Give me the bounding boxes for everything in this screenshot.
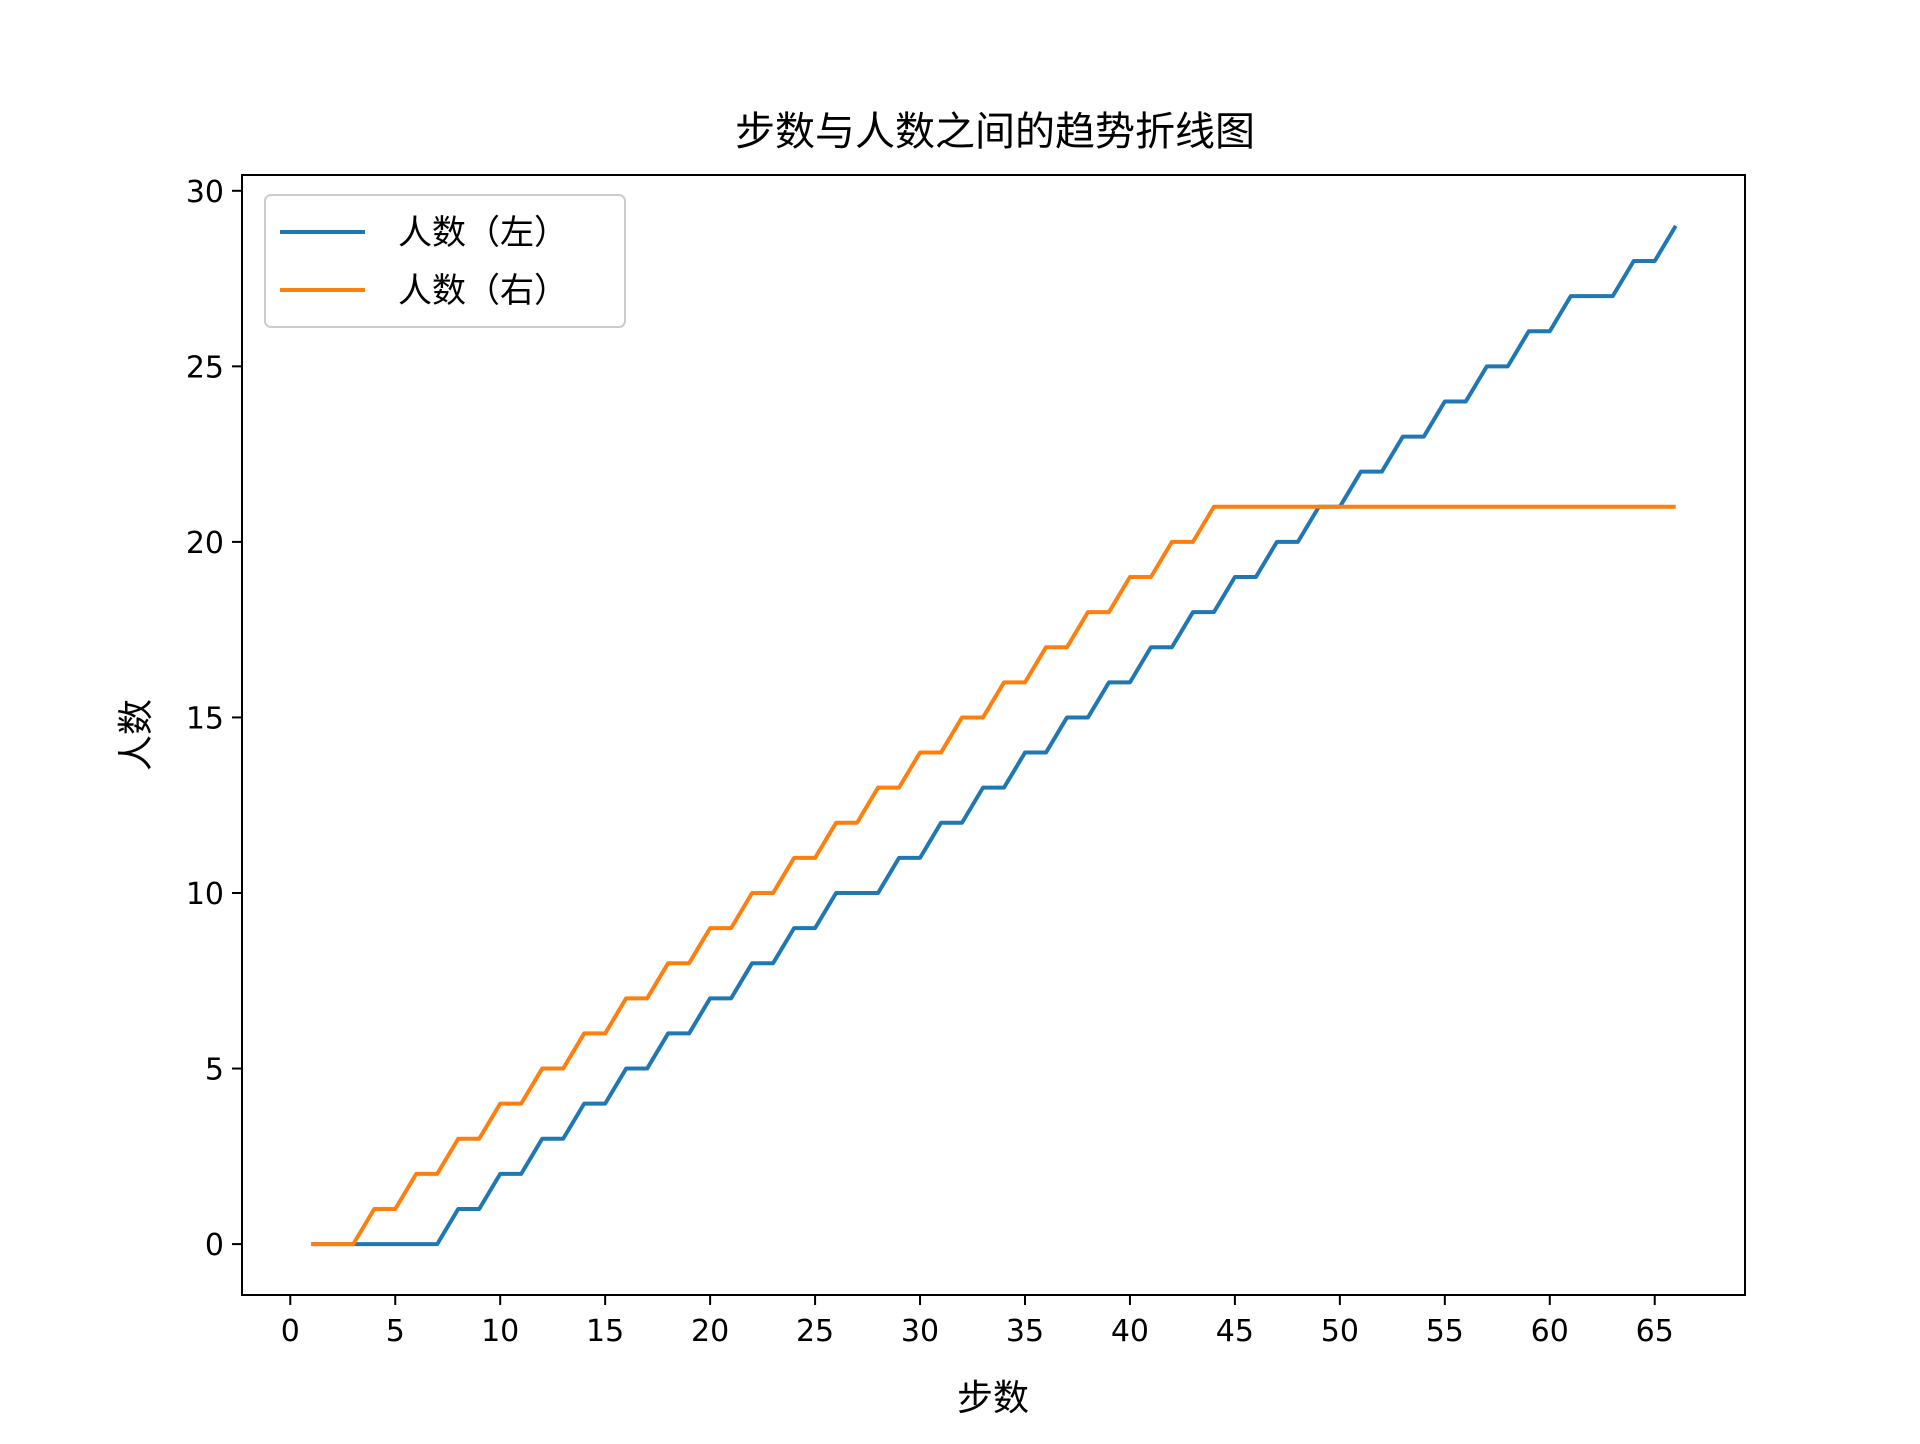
x-tick-label: 0	[281, 1314, 300, 1349]
plot-area	[242, 175, 1745, 1295]
chart-title: 步数与人数之间的趋势折线图	[735, 109, 1255, 155]
x-tick-label: 15	[586, 1314, 624, 1349]
x-tick-label: 5	[386, 1314, 405, 1349]
x-tick-label: 35	[1006, 1314, 1044, 1349]
x-axis-label: 步数	[957, 1378, 1029, 1419]
series-lines	[311, 224, 1678, 1247]
axis-ticks: 0 5 10 15 20 25 30 35 40 45 50 55 60 65 0 5 10 15 20 25 30	[186, 175, 1674, 1349]
x-tick-label: 50	[1321, 1314, 1359, 1349]
y-tick-label: 5	[205, 1053, 224, 1088]
y-tick-label: 25	[186, 350, 224, 385]
y-tick-label: 15	[186, 701, 224, 736]
x-tick-label: 30	[901, 1314, 939, 1349]
y-tick-label: 30	[186, 175, 224, 210]
x-tick-label: 65	[1636, 1314, 1674, 1349]
x-tick-label: 40	[1111, 1314, 1149, 1349]
series-line-left	[311, 224, 1678, 1247]
x-tick-label: 25	[796, 1314, 834, 1349]
series-line-right	[311, 504, 1676, 1247]
x-tick-label: 55	[1426, 1314, 1464, 1349]
y-tick-label: 0	[205, 1228, 224, 1263]
legend: 人数（左） 人数（右）	[264, 194, 626, 328]
y-axis-label: 人数	[116, 699, 157, 771]
legend-label-left: 人数（左）	[398, 213, 568, 253]
legend-box	[264, 194, 626, 328]
x-tick-label: 20	[691, 1314, 729, 1349]
plot-frame	[241, 174, 1746, 1296]
y-tick-label: 20	[186, 526, 224, 561]
y-tick-label: 10	[186, 877, 224, 912]
x-tick-label: 45	[1216, 1314, 1254, 1349]
x-tick-label: 10	[481, 1314, 519, 1349]
x-tick-label: 60	[1531, 1314, 1569, 1349]
legend-label-right: 人数（右）	[398, 271, 568, 311]
